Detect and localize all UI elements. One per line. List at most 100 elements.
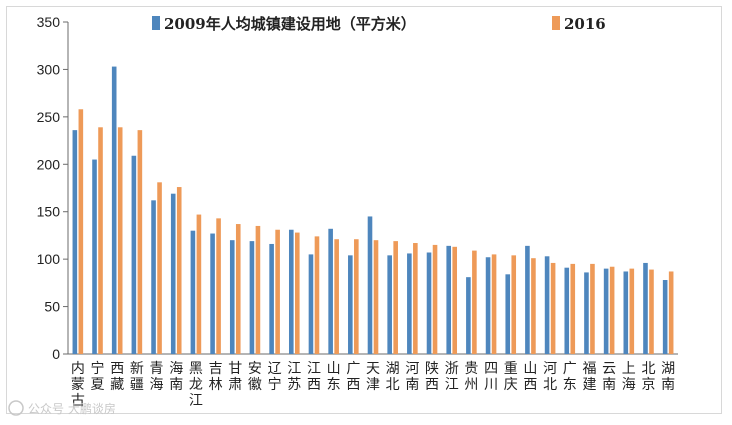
x-tick-label-四川-1: 川 [484,377,498,393]
bar-2016-重庆 [511,255,517,354]
bar-2009-山西 [525,245,530,354]
y-tick-label: 300 [37,61,61,77]
bar-2009-福建 [584,272,589,354]
bar-2016-浙江 [452,246,458,354]
x-tick-label-上海-0: 上 [622,361,636,377]
x-tick-label-内蒙古-0: 内 [71,361,85,377]
x-tick-label-浙江-1: 江 [445,377,459,393]
bar-2009-海南 [170,193,176,354]
bar-2016-辽宁 [275,229,280,354]
x-tick-label-海南-1: 南 [169,377,183,393]
y-tick-label: 250 [37,109,61,125]
x-tick-label-吉林-0: 吉 [209,361,223,377]
x-tick-label-广西-1: 西 [346,377,360,393]
x-tick-label-江西-1: 西 [307,377,321,393]
x-tick-label-青海-1: 海 [150,377,164,393]
x-tick-label-海南-0: 海 [169,361,183,377]
x-tick-label-宁夏-1: 夏 [91,377,105,393]
x-tick-label-黑龙江-1: 龙 [189,377,203,393]
bar-2016-宁夏 [98,127,103,354]
bar-2009-吉林 [210,233,215,354]
x-tick-label-陕西-1: 西 [425,377,439,393]
x-tick-label-云南-0: 云 [602,361,616,377]
bar-2016-陕西 [432,244,438,354]
y-tick-label: 100 [37,251,61,267]
bar-2016-四川 [491,254,497,354]
y-tick-label: 50 [44,299,60,315]
bar-2016-北京 [649,269,654,354]
x-tick-label-河北-0: 河 [543,361,557,377]
bar-2009-贵州 [466,277,471,354]
x-tick-label-上海-1: 海 [622,377,636,393]
bar-2016-贵州 [472,250,477,354]
x-axis: 内蒙古宁夏西藏新疆青海海南黑龙江吉林甘肃安徽辽宁江苏江西山东广西天津湖北河南陕西… [68,353,678,409]
x-tick-label-重庆-0: 重 [504,361,518,377]
x-tick-label-贵州-1: 州 [464,377,478,393]
x-tick-label-甘肃-1: 肃 [228,377,242,393]
bar-2009-内蒙古 [72,130,78,354]
bar-2009-新疆 [131,155,137,354]
x-tick-label-吉林-1: 林 [209,377,223,393]
bar-2009-陕西 [426,252,432,354]
x-tick-label-辽宁-1: 宁 [268,376,282,393]
bar-2009-山东 [328,228,333,354]
x-tick-label-广东-1: 东 [563,377,577,393]
bar-2009-上海 [623,271,629,354]
bar-2016-江西 [314,236,320,354]
x-tick-label-黑龙江-0: 黑 [189,361,203,377]
x-tick-label-湖南-0: 湖 [661,361,675,377]
x-tick-label-宁夏-0: 宁 [91,360,105,377]
x-tick-label-河南-1: 南 [405,377,419,393]
x-tick-label-北京-0: 北 [641,361,655,377]
bar-2009-宁夏 [92,159,97,354]
x-tick-label-新疆-0: 新 [130,361,144,377]
x-tick-label-江苏-1: 苏 [287,377,301,393]
y-tick-label: 350 [37,14,61,30]
bar-2009-江苏 [288,229,294,354]
legend-swatch-2016 [552,16,560,30]
watermark-text: 公众号 大鹏谈房 [28,401,116,416]
bar-2016-安徽 [255,225,261,354]
x-tick-label-西藏-1: 藏 [110,377,124,393]
legend-label-2016: 2016 [564,15,606,33]
x-tick-label-浙江-0: 浙 [445,361,459,377]
x-tick-label-山东-0: 山 [327,361,341,377]
bar-2009-湖北 [387,255,392,354]
x-tick-label-天津-1: 津 [366,377,380,393]
y-tick-label: 0 [52,346,60,362]
x-tick-label-四川-0: 四 [484,361,498,377]
bar-2009-河南 [407,253,412,354]
x-tick-label-江西-0: 江 [307,361,321,377]
x-tick-label-广西-0: 广 [346,361,360,377]
x-tick-label-黑龙江-2: 江 [189,393,203,409]
x-tick-label-河南-0: 河 [405,361,419,377]
bar-2016-广西 [354,239,359,354]
x-tick-label-山东-1: 东 [327,377,341,393]
bars [72,66,674,354]
bar-2009-广东 [564,267,570,354]
bar-2009-湖南 [662,280,668,354]
bar-2009-四川 [485,257,491,354]
bar-2016-内蒙古 [78,109,84,354]
bar-2016-河南 [413,243,418,354]
x-tick-label-云南-1: 南 [602,377,616,393]
bar-2009-安徽 [249,241,255,354]
bar-2016-江苏 [294,232,300,354]
x-tick-label-天津-0: 天 [366,361,380,377]
x-tick-label-辽宁-0: 辽 [268,361,282,377]
bar-2016-云南 [609,266,615,354]
bar-2009-甘肃 [229,240,235,354]
bar-2016-河北 [550,262,556,354]
y-axis: 0 50 100 150 200 250 300 350 [37,14,69,362]
bar-2009-河北 [544,256,550,354]
x-tick-label-新疆-1: 疆 [130,377,144,393]
x-tick-label-青海-0: 青 [150,361,164,377]
bar-2016-甘肃 [235,224,241,354]
bar-2009-云南 [603,268,609,354]
bar-2016-福建 [590,263,595,354]
legend: 2009年人均城镇建设用地（平方米） 2016 [152,15,606,33]
bar-2016-天津 [373,240,379,354]
bar-2009-天津 [367,216,373,354]
x-tick-label-安徽-0: 安 [248,361,262,377]
